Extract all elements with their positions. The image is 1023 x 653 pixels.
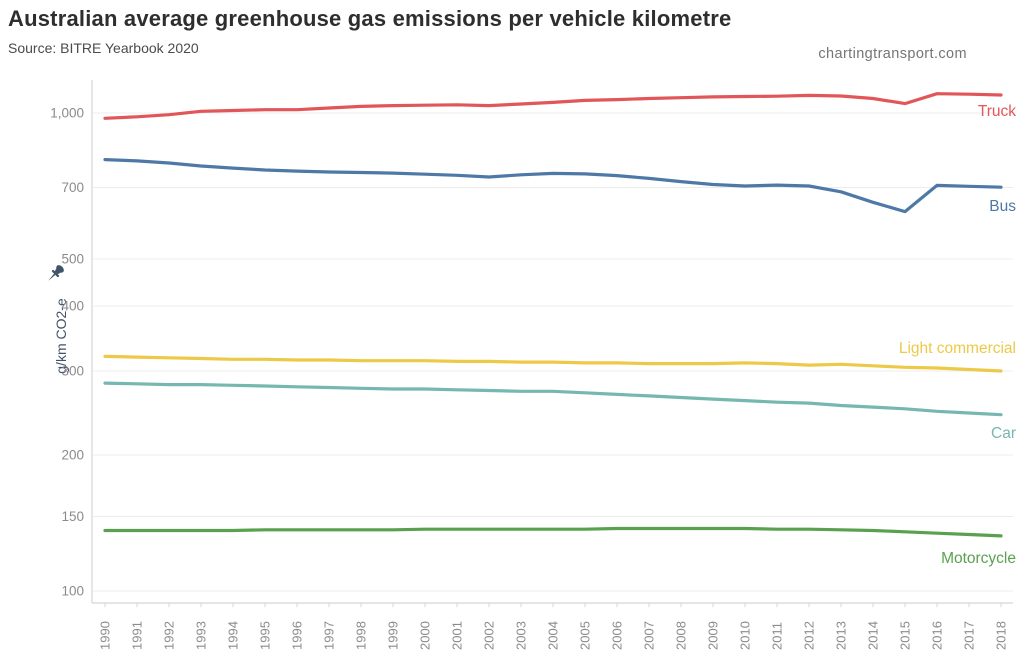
x-tick-label: 2002	[482, 621, 497, 650]
pinned-axis-pin-icon	[48, 265, 64, 281]
x-tick-label: 1993	[194, 621, 209, 650]
series-labels: Truck Bus Light commercial Car Motorcycle	[899, 103, 1016, 567]
series-line-light-commercial	[103, 354, 1003, 373]
x-tick-label: 2008	[674, 621, 689, 650]
x-tick-label: 1990	[98, 621, 113, 650]
x-tick-label: 2014	[866, 621, 881, 650]
y-tick-label: 1,000	[50, 106, 84, 121]
x-tick-label: 2004	[546, 621, 561, 650]
x-tick-label: 2009	[706, 621, 721, 650]
y-tick-label: 500	[61, 252, 84, 267]
gridlines	[93, 112, 1013, 592]
x-tick-label: 2013	[834, 621, 849, 650]
series-label-truck: Truck	[978, 103, 1016, 120]
y-axis-tick-labels: 1,000 700 500 400 300 200 150 100	[50, 106, 84, 599]
x-tick-label: 1994	[226, 621, 241, 650]
x-tick-label: 2007	[642, 621, 657, 650]
x-tick-label: 1998	[354, 621, 369, 650]
axis-lines	[91, 80, 1013, 604]
x-tick-label: 2006	[610, 621, 625, 650]
x-axis-ticks	[104, 603, 1002, 607]
x-tick-label: 1996	[290, 621, 305, 650]
y-tick-label: 700	[61, 180, 84, 195]
x-tick-label: 2017	[962, 621, 977, 650]
y-tick-label: 400	[61, 299, 84, 314]
series-lines	[103, 92, 1003, 538]
x-axis-tick-labels: 1990 1991 1992 1993 1994 1995 1996 1997 1998 1999…	[98, 621, 1009, 650]
x-tick-label: 2015	[898, 621, 913, 650]
series-label-car: Car	[991, 425, 1016, 442]
y-tick-label: 150	[61, 509, 84, 524]
chart-subtitle: Source: BITRE Yearbook 2020	[8, 40, 199, 56]
series-label-bus: Bus	[989, 198, 1016, 215]
y-tick-label: 300	[61, 364, 84, 379]
x-tick-label: 2018	[994, 621, 1009, 650]
chart-title: Australian average greenhouse gas emissi…	[8, 6, 732, 31]
series-line-truck	[103, 92, 1003, 120]
x-tick-label: 2011	[770, 622, 785, 650]
x-tick-label: 2003	[514, 621, 529, 650]
series-label-motorcycle: Motorcycle	[941, 550, 1016, 567]
x-tick-label: 1997	[322, 621, 337, 650]
x-tick-label: 2010	[738, 621, 753, 650]
x-tick-label: 1992	[162, 621, 177, 650]
x-tick-label: 2012	[802, 621, 817, 650]
x-tick-label: 2016	[930, 621, 945, 650]
series-line-car	[103, 381, 1003, 417]
x-tick-label: 2000	[418, 621, 433, 650]
x-tick-label: 2005	[578, 621, 593, 650]
y-tick-label: 200	[61, 448, 84, 463]
x-tick-label: 2001	[450, 621, 465, 650]
x-tick-label: 1999	[386, 621, 401, 650]
x-tick-label: 1991	[130, 621, 145, 650]
series-label-light-commercial: Light commercial	[899, 340, 1016, 357]
series-line-motorcycle	[103, 526, 1003, 538]
watermark-text: chartingtransport.com	[818, 46, 967, 62]
y-tick-label: 100	[61, 584, 84, 599]
series-line-bus	[103, 158, 1003, 214]
x-tick-label: 1995	[258, 621, 273, 650]
